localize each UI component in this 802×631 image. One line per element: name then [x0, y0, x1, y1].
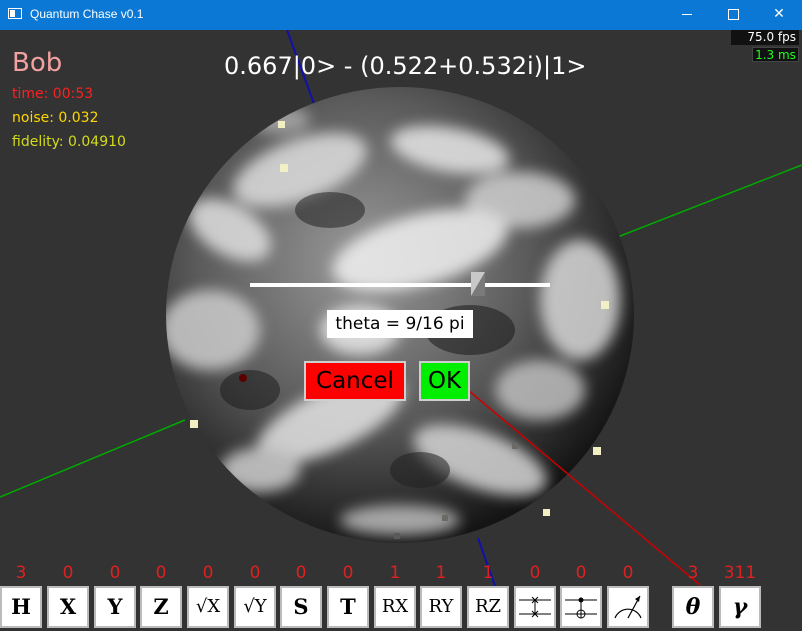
gate-sqrt-y-button[interactable]: √Y [234, 586, 276, 628]
cancel-button[interactable]: Cancel [304, 361, 406, 401]
maximize-button[interactable] [710, 0, 756, 30]
gate-count-h: 3 [15, 563, 27, 583]
gate-measure-button[interactable] [607, 586, 649, 628]
gate-count-rx: 1 [389, 563, 401, 583]
frame-time-counter: 1.3 ms [752, 47, 799, 62]
title-bar: Quantum Chase v0.1 ✕ [0, 0, 802, 30]
negative-x-marker [239, 374, 247, 382]
time-readout: time: 00:53 [12, 86, 94, 102]
gamma-parameter-button[interactable]: γ [719, 586, 761, 628]
gate-count-z: 0 [155, 563, 167, 583]
maximize-icon [727, 8, 739, 20]
gate-y-button[interactable]: Y [94, 586, 136, 628]
window-title: Quantum Chase v0.1 [30, 7, 144, 21]
measure-gate-icon [614, 595, 642, 619]
gate-count-swap: 0 [529, 563, 541, 583]
minimize-button[interactable] [664, 0, 710, 30]
app-icon [8, 8, 22, 19]
gate-count-t: 0 [342, 563, 354, 583]
gate-h-button[interactable]: H [0, 586, 42, 628]
gate-z-button[interactable]: Z [140, 586, 182, 628]
gate-count-gamma: 311 [723, 563, 757, 583]
gate-count-s: 0 [295, 563, 307, 583]
theta-slider-handle[interactable] [471, 272, 485, 296]
gate-count-x: 0 [62, 563, 74, 583]
theta-slider[interactable] [250, 272, 550, 296]
minimize-icon [682, 13, 692, 15]
gate-rx-button[interactable]: RX [374, 586, 416, 628]
gate-count-sqrt-x: 0 [202, 563, 214, 583]
x-axis [461, 384, 701, 586]
ok-button[interactable]: OK [419, 361, 470, 401]
gate-s-button[interactable]: S [280, 586, 322, 628]
gate-count-sqrt-y: 0 [249, 563, 261, 583]
y-axis-left [0, 419, 186, 498]
close-icon: ✕ [773, 6, 785, 22]
fps-counter: 75.0 fps [731, 30, 799, 45]
sphere-markers [190, 121, 609, 539]
quantum-state-formula: 0.667|0> - (0.522+0.532i)|1> [224, 52, 587, 80]
gate-count-rz: 1 [482, 563, 494, 583]
theta-value-label: theta = 9/16 pi [327, 310, 473, 338]
gate-count-cnot: 0 [575, 563, 587, 583]
close-button[interactable]: ✕ [756, 0, 802, 30]
gate-t-button[interactable]: T [327, 586, 369, 628]
gate-cnot-button[interactable] [560, 586, 602, 628]
fidelity-readout: fidelity: 0.04910 [12, 134, 126, 150]
theta-parameter-button[interactable]: θ [672, 586, 714, 628]
gate-swap-button[interactable] [514, 586, 556, 628]
y-axis-right [609, 164, 802, 241]
gate-count-measure: 0 [622, 563, 634, 583]
gate-count-theta: 3 [687, 563, 699, 583]
noise-readout: noise: 0.032 [12, 110, 99, 126]
player-name: Bob [12, 48, 63, 78]
gate-count-y: 0 [109, 563, 121, 583]
gate-sqrt-x-button[interactable]: √X [187, 586, 229, 628]
gate-ry-button[interactable]: RY [420, 586, 462, 628]
swap-gate-icon [519, 596, 551, 618]
gate-count-ry: 1 [435, 563, 447, 583]
cnot-gate-icon [565, 597, 597, 619]
gate-rz-button[interactable]: RZ [467, 586, 509, 628]
gate-x-button[interactable]: X [47, 586, 89, 628]
